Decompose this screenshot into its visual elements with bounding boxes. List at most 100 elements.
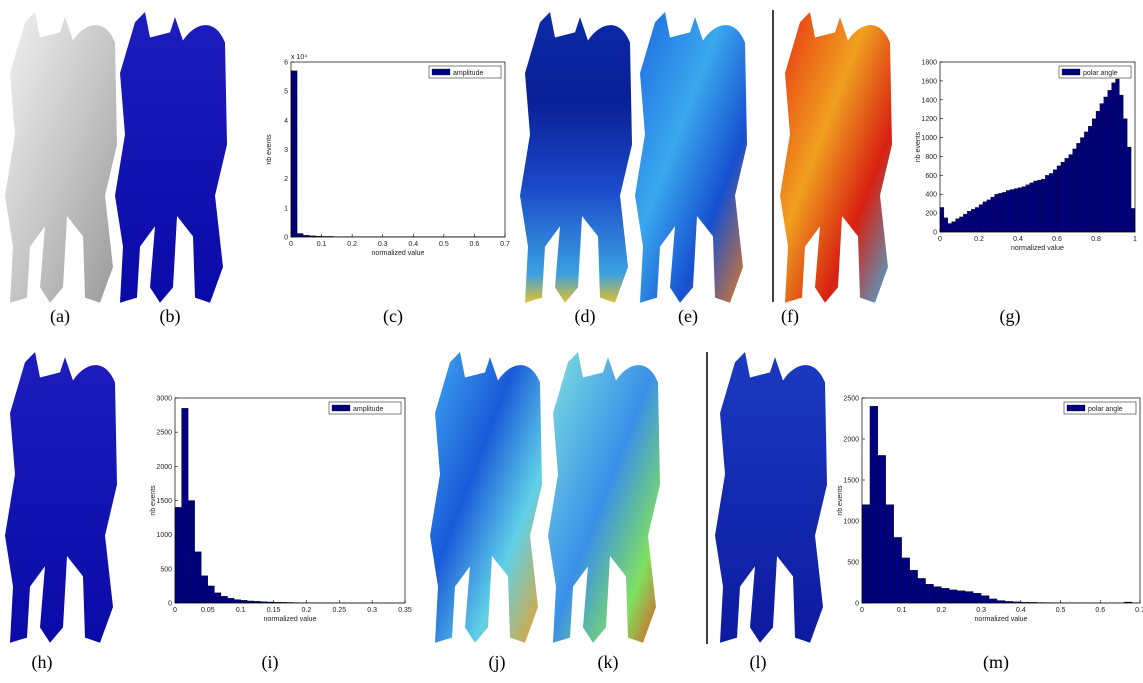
y-tick-label: 0 <box>933 230 937 237</box>
y-tick-label: 1200 <box>921 116 937 123</box>
bar <box>1107 90 1112 233</box>
y-tick-label: 1000 <box>156 532 172 539</box>
x-tick-label: 0.2 <box>937 607 947 614</box>
x-axis-label: normalized value <box>372 250 425 257</box>
y-tick-label: 200 <box>925 211 937 218</box>
bar <box>861 504 871 604</box>
bar <box>939 207 945 233</box>
bar <box>1088 126 1093 233</box>
bar <box>917 578 926 604</box>
y-tick-label: 600 <box>925 173 937 180</box>
bar <box>1010 189 1015 233</box>
x-tick-label: 0 <box>860 607 864 614</box>
panel-label: (b) <box>160 306 181 327</box>
y-tick-label: 3000 <box>156 396 172 403</box>
bar <box>1006 190 1011 233</box>
bar <box>240 600 248 604</box>
x-tick-label: 0.6 <box>1095 607 1105 614</box>
mesh-render <box>715 352 827 643</box>
y-tick-label: 1 <box>284 205 288 212</box>
y-tick-label: 3 <box>284 147 288 154</box>
bar <box>974 207 980 233</box>
bar <box>988 598 998 604</box>
bar <box>965 591 974 604</box>
y-scale-label: x 10⁴ <box>291 54 307 61</box>
bar <box>296 233 304 238</box>
x-tick-label: 0.7 <box>500 241 510 248</box>
bar <box>1111 82 1116 233</box>
x-tick-label: 0.7 <box>1135 607 1143 614</box>
bar <box>1103 96 1108 233</box>
bar <box>885 504 894 604</box>
x-tick-label: 0.4 <box>1013 236 1023 243</box>
bar <box>990 196 995 233</box>
mesh-render <box>5 352 117 643</box>
bar <box>290 70 298 238</box>
y-tick-label: 1000 <box>921 135 937 142</box>
bar <box>959 216 964 233</box>
y-tick-label: 6 <box>284 60 288 67</box>
bar <box>1115 78 1120 233</box>
bar <box>980 595 990 604</box>
bar <box>1045 175 1050 233</box>
bar <box>187 500 195 604</box>
plot-frame <box>861 397 1141 604</box>
plot-area <box>291 62 505 237</box>
bar <box>1029 182 1034 233</box>
bar <box>1017 187 1023 233</box>
x-tick-label: 0.4 <box>1016 607 1026 614</box>
bar <box>227 598 235 604</box>
bar <box>1025 184 1030 233</box>
panel-label: (c) <box>383 306 403 327</box>
bar <box>194 551 202 604</box>
legend-label: polar angle <box>1088 406 1123 413</box>
y-tick-label: 500 <box>847 560 859 567</box>
x-tick-label: 0.4 <box>408 241 418 248</box>
bar <box>1076 143 1081 233</box>
x-tick-label: 0.3 <box>976 607 986 614</box>
x-tick-label: 0.3 <box>367 607 377 614</box>
bar <box>933 586 942 604</box>
panel-label: (m) <box>983 652 1009 673</box>
bar <box>1049 173 1054 233</box>
bar <box>1091 118 1097 233</box>
bar <box>941 588 950 604</box>
legend-label: amplitude <box>353 406 383 413</box>
bar <box>1072 148 1077 233</box>
x-tick-label: 0.3 <box>378 241 388 248</box>
panel-label: (i) <box>262 652 279 673</box>
y-tick-label: 1500 <box>843 478 859 485</box>
x-tick-label: 0.2 <box>974 236 984 243</box>
legend-swatch <box>331 404 351 412</box>
bar <box>925 583 934 604</box>
legend-swatch <box>1066 404 1086 412</box>
bar <box>943 217 948 233</box>
x-tick-label: 0 <box>173 607 177 614</box>
bar <box>181 408 189 604</box>
y-axis-label: nb events <box>837 485 844 516</box>
y-tick-label: 2500 <box>156 430 172 437</box>
y-tick-label: 0 <box>168 601 172 608</box>
y-tick-label: 0 <box>284 235 288 242</box>
x-tick-label: 0 <box>938 236 942 243</box>
y-tick-label: 400 <box>925 192 937 199</box>
bar <box>973 593 982 604</box>
bar <box>949 589 958 604</box>
mesh-render <box>780 12 892 303</box>
bar <box>963 213 968 233</box>
x-axis-label: normalized value <box>264 616 317 623</box>
bar <box>1099 103 1104 233</box>
x-tick-label: 0.2 <box>347 241 357 248</box>
y-tick-label: 2500 <box>843 396 859 403</box>
x-axis-label: normalized value <box>975 616 1028 623</box>
bar <box>1119 94 1124 233</box>
bar <box>1037 179 1042 233</box>
bar <box>967 211 972 233</box>
x-tick-label: 1 <box>1133 236 1137 243</box>
bar <box>893 537 902 604</box>
mesh-render <box>548 352 660 643</box>
y-tick-label: 5 <box>284 89 288 96</box>
plot-frame <box>939 61 1136 233</box>
y-tick-label: 1600 <box>921 78 937 85</box>
panel-label: (l) <box>750 652 767 673</box>
